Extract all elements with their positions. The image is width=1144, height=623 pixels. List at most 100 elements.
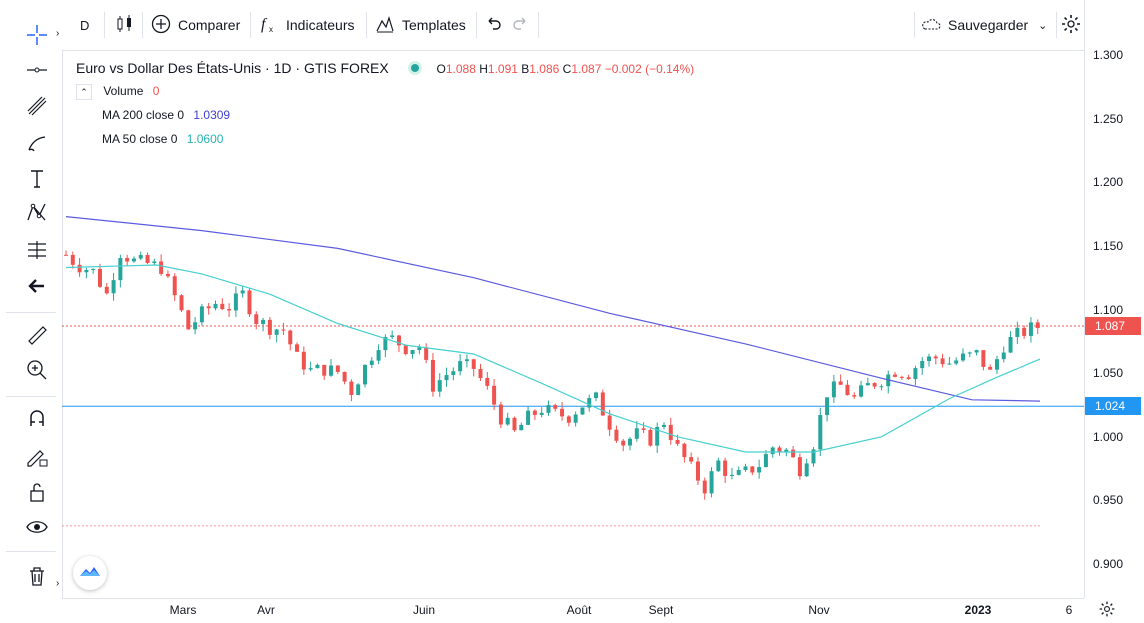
text-tool[interactable]	[18, 166, 56, 196]
back-tool[interactable]	[18, 273, 56, 303]
legend-volume-row[interactable]: ⌃ Volume 0	[76, 84, 159, 100]
trendline-tool[interactable]	[18, 57, 56, 87]
candle-body	[430, 359, 435, 392]
toolbar-divider	[250, 12, 251, 38]
candle-body	[193, 322, 198, 330]
candle-body	[64, 254, 68, 256]
candle-body	[913, 368, 918, 380]
candle-body	[906, 377, 911, 380]
tradingview-logo[interactable]	[73, 556, 107, 590]
ma50-value: 1.0600	[186, 132, 224, 146]
candle-body	[927, 356, 932, 362]
price-tick: 1.200	[1093, 175, 1124, 190]
candle-body	[356, 384, 361, 396]
settings-button[interactable]	[1060, 10, 1088, 40]
candle-body	[553, 405, 558, 409]
candle-body	[261, 319, 266, 325]
candle-body	[505, 417, 510, 425]
measure-tool[interactable]	[18, 322, 56, 352]
magnet-tool[interactable]	[18, 406, 56, 436]
horizontal-line-price-badge: 1.024	[1085, 397, 1141, 416]
price-tick: 1.150	[1093, 238, 1124, 253]
ma50-line	[65, 264, 1041, 453]
chart-pane[interactable]	[62, 50, 1084, 598]
lock-all-tool[interactable]	[18, 479, 56, 509]
chart-type-button[interactable]	[114, 10, 142, 40]
candle-body	[960, 353, 965, 361]
undo-button[interactable]	[482, 10, 510, 40]
redo-button[interactable]	[510, 10, 538, 40]
candle-body	[247, 290, 252, 315]
candle-body	[138, 255, 143, 259]
collapse-toolbar-button-lower[interactable]: ›	[56, 578, 64, 592]
candle-body	[104, 286, 109, 294]
candle-body	[396, 335, 401, 346]
market-status-dot	[410, 64, 419, 72]
candle-body	[661, 424, 666, 427]
left-drawing-toolbar: › ›	[0, 0, 63, 618]
plus-circle-icon	[150, 13, 178, 38]
open-value: 1.088	[445, 62, 476, 76]
candle-body	[736, 470, 741, 475]
price-axis[interactable]: 1.300 1.250 1.200 1.150 1.100 1.050 1.000 0.950…	[1084, 0, 1144, 598]
chevron-right-icon: ›	[56, 578, 60, 589]
candle-body	[838, 381, 843, 385]
price-chart[interactable]	[62, 50, 1084, 598]
candle-body	[471, 359, 476, 369]
symbol-title[interactable]: Euro vs Dollar Des États-Unis · 1D · GTI…	[76, 60, 389, 76]
zoom-tool[interactable]	[18, 357, 56, 387]
pattern-tool[interactable]	[18, 200, 56, 230]
candle-body	[437, 380, 442, 392]
toolbar-divider	[914, 12, 915, 38]
candle-body	[872, 383, 877, 387]
hide-drawings-tool[interactable]	[18, 514, 56, 544]
candle-body	[492, 385, 497, 405]
candle-body	[165, 273, 170, 277]
candle-body	[628, 438, 633, 446]
candle-body	[84, 269, 89, 273]
candle-body	[729, 474, 734, 476]
candle-body	[933, 356, 938, 359]
candle-body	[784, 449, 789, 452]
collapse-toolbar-button[interactable]: ›	[56, 28, 64, 42]
pitchfork-tool[interactable]	[18, 93, 56, 123]
high-value: 1.091	[487, 62, 518, 76]
compare-button[interactable]: Comparer	[150, 10, 240, 40]
templates-label: Templates	[402, 17, 466, 33]
candle-body	[614, 429, 619, 441]
candle-body	[757, 467, 762, 473]
candle-body	[390, 335, 395, 338]
candle-body	[831, 381, 836, 398]
candle-body	[777, 447, 782, 452]
candle-body	[213, 303, 218, 309]
candle-body	[560, 408, 565, 417]
templates-button[interactable]: Templates	[374, 10, 466, 40]
brush-tool[interactable]	[18, 130, 56, 160]
candle-body	[179, 295, 184, 311]
remove-drawings-tool[interactable]	[18, 563, 56, 593]
templates-icon	[374, 13, 402, 38]
pattern-icon	[24, 200, 50, 231]
legend-ma200-row[interactable]: MA 200 close 0 1.0309	[102, 108, 230, 122]
crosshair-tool[interactable]	[18, 22, 56, 52]
candle-body	[267, 319, 272, 335]
lock-drawing-tool[interactable]	[18, 443, 56, 473]
unlock-icon	[24, 479, 50, 510]
chevron-up-icon[interactable]: ⌃	[76, 84, 92, 100]
candle-body	[879, 386, 884, 388]
candle-body	[403, 345, 408, 355]
time-axis[interactable]: Mars Avr Juin Août Sept Nov 2023 6	[62, 598, 1084, 619]
save-button[interactable]: Sauvegarder ⌄	[920, 10, 1047, 40]
axis-settings-button[interactable]	[1098, 600, 1116, 623]
candle-body	[811, 449, 816, 464]
toolbar-divider	[476, 12, 477, 38]
legend-ma50-row[interactable]: MA 50 close 0 1.0600	[102, 132, 223, 146]
time-tick: Sept	[648, 603, 674, 617]
candle-body	[172, 276, 177, 296]
candle-body	[519, 424, 524, 431]
candle-body	[77, 264, 82, 273]
forecast-tool[interactable]	[18, 237, 56, 267]
candle-body	[920, 361, 925, 369]
interval-button[interactable]: D	[80, 10, 89, 40]
